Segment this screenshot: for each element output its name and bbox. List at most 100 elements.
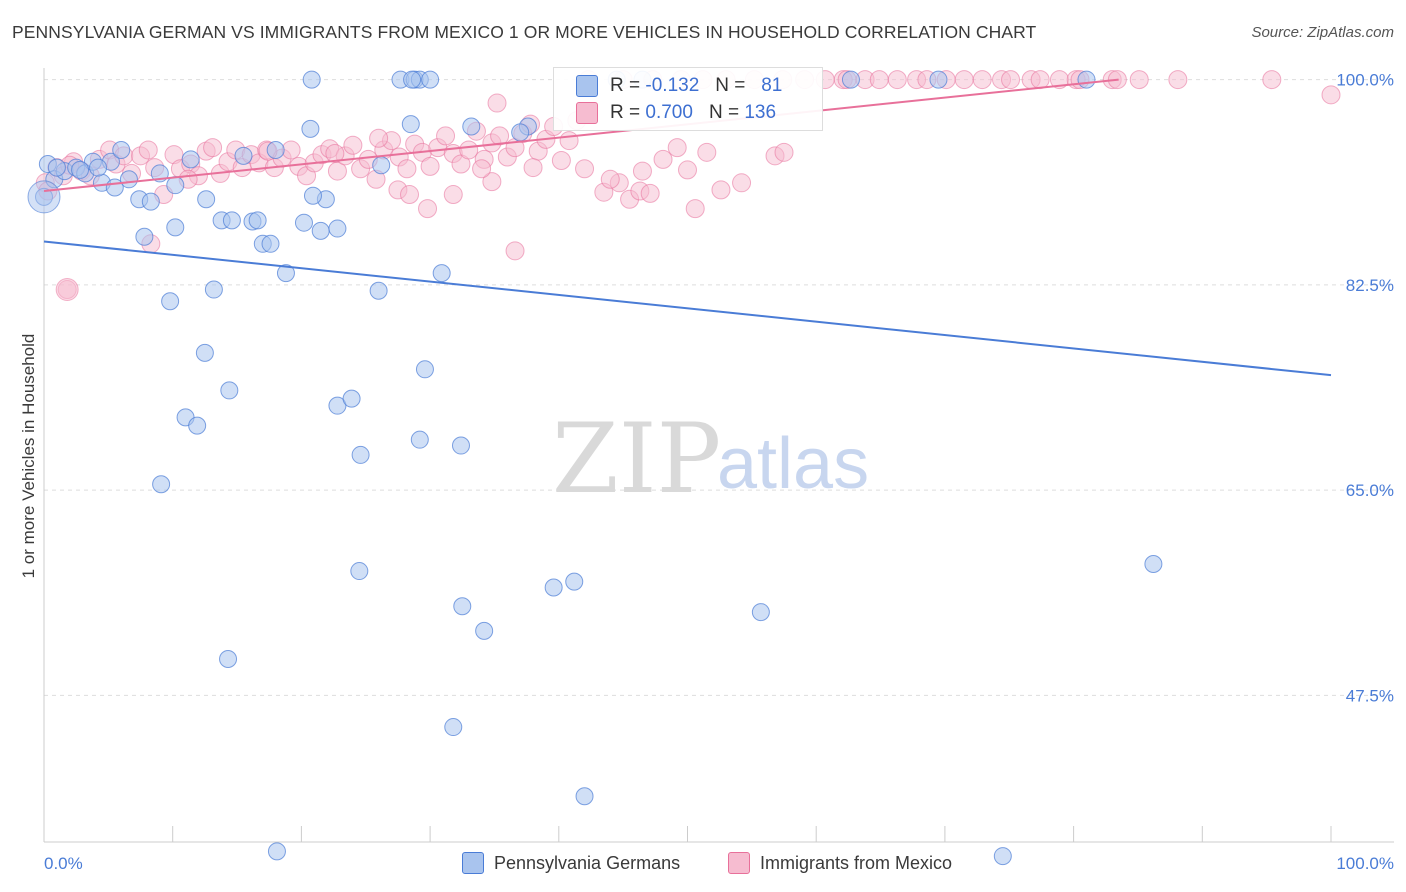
pink-r-value: 0.700 bbox=[645, 102, 693, 123]
pink-point bbox=[887, 70, 907, 90]
pink-trend-line bbox=[43, 78, 1119, 193]
blue-point bbox=[575, 787, 594, 806]
correlation-stats-box: R = -0.132 N = 81 R = 0.700 N = 136 bbox=[553, 67, 823, 131]
blue-point bbox=[1144, 555, 1163, 574]
blue-point bbox=[462, 117, 481, 136]
blue-point bbox=[841, 70, 860, 89]
pink-point bbox=[732, 173, 752, 193]
blue-point bbox=[112, 140, 131, 159]
blue-point bbox=[372, 156, 391, 175]
pink-point bbox=[600, 169, 620, 189]
pink-point bbox=[551, 151, 571, 171]
blue-point bbox=[328, 396, 347, 415]
y-tick-label-2: 82.5% bbox=[1346, 276, 1394, 295]
blue-point bbox=[161, 292, 180, 311]
blue-point bbox=[401, 115, 420, 134]
pink-point bbox=[369, 128, 389, 148]
blue-point bbox=[294, 213, 313, 232]
legend: Pennsylvania Germans Immigrants from Mex… bbox=[0, 848, 1406, 880]
blue-point bbox=[276, 264, 295, 283]
pink-point bbox=[1001, 70, 1021, 90]
legend-swatch-blue bbox=[462, 852, 484, 874]
blue-n-value: 81 bbox=[761, 75, 783, 96]
blue-point-large bbox=[27, 180, 61, 214]
blue-point bbox=[403, 70, 422, 89]
blue-point bbox=[453, 597, 472, 616]
blue-point bbox=[328, 219, 347, 238]
blue-point bbox=[71, 160, 90, 179]
blue-point bbox=[475, 621, 494, 640]
y-tick-labels: 47.5% 65.0% 82.5% 100.0% bbox=[1336, 71, 1394, 706]
pink-n-label: N = bbox=[708, 102, 740, 123]
y-axis-label: 1 or more Vehicles in Household bbox=[19, 334, 38, 579]
pink-point bbox=[138, 140, 158, 160]
blue-point bbox=[166, 218, 185, 237]
pink-point bbox=[400, 185, 420, 205]
blue-point bbox=[415, 360, 434, 379]
legend-item-blue[interactable]: Pennsylvania Germans bbox=[462, 852, 680, 874]
pink-point bbox=[697, 142, 717, 162]
blue-point bbox=[421, 70, 440, 89]
blue-n-label: N = bbox=[715, 75, 746, 96]
pink-point bbox=[678, 160, 697, 180]
pink-point bbox=[397, 159, 417, 179]
pink-point bbox=[559, 131, 579, 151]
pink-point bbox=[1129, 70, 1149, 90]
blue-point bbox=[261, 234, 280, 253]
blue-point bbox=[511, 123, 530, 142]
blue-point bbox=[248, 211, 267, 230]
blue-point bbox=[220, 381, 239, 400]
blue-point bbox=[751, 603, 770, 622]
blue-point bbox=[432, 264, 451, 283]
pink-point bbox=[482, 172, 502, 192]
pink-point bbox=[472, 159, 492, 179]
blue-point bbox=[89, 158, 108, 177]
x-tick-max: 100.0% bbox=[1336, 854, 1394, 873]
stat-row-blue: R = -0.132 N = 81 bbox=[576, 73, 782, 99]
blue-point bbox=[410, 430, 429, 449]
pink-point bbox=[869, 70, 889, 90]
pink-point bbox=[774, 142, 794, 162]
legend-label-blue: Pennsylvania Germans bbox=[494, 852, 681, 873]
blue-point bbox=[350, 562, 369, 581]
y-tick-label-0: 47.5% bbox=[1346, 686, 1394, 705]
pink-point bbox=[487, 93, 507, 113]
watermark: ZIP atlas bbox=[552, 403, 869, 515]
blue-point bbox=[222, 211, 241, 230]
blue-point bbox=[219, 650, 238, 669]
pink-n-value: 136 bbox=[744, 102, 777, 123]
pink-point bbox=[281, 140, 301, 160]
pink-point bbox=[1168, 70, 1188, 90]
blue-points bbox=[27, 70, 1163, 866]
pink-point bbox=[575, 159, 595, 179]
watermark-atlas: atlas bbox=[717, 424, 869, 504]
pink-point bbox=[325, 143, 345, 163]
blue-r-value: -0.132 bbox=[645, 75, 700, 96]
blue-point bbox=[444, 718, 463, 737]
blue-point bbox=[311, 221, 330, 240]
legend-item-pink[interactable]: Immigrants from Mexico bbox=[728, 852, 952, 874]
blue-point bbox=[451, 436, 470, 455]
pink-point bbox=[653, 149, 673, 169]
blue-point bbox=[1077, 70, 1096, 89]
y-tick-label-1: 65.0% bbox=[1346, 481, 1394, 500]
watermark-zip: ZIP bbox=[552, 403, 721, 515]
blue-point bbox=[267, 842, 286, 861]
pink-r-label: R = bbox=[610, 102, 641, 123]
blue-point bbox=[135, 227, 154, 246]
blue-point bbox=[301, 119, 320, 138]
pink-point bbox=[667, 138, 687, 158]
pink-point bbox=[1262, 70, 1282, 90]
pink-point bbox=[343, 135, 363, 155]
blue-point bbox=[195, 343, 214, 362]
blue-point bbox=[266, 140, 285, 159]
pink-point bbox=[954, 70, 974, 90]
blue-point bbox=[152, 475, 171, 494]
pink-point bbox=[523, 158, 543, 178]
blue-point bbox=[141, 192, 160, 211]
blue-swatch bbox=[576, 75, 598, 97]
blue-point bbox=[204, 280, 223, 299]
pink-swatch bbox=[576, 102, 598, 124]
pink-point bbox=[711, 180, 731, 200]
blue-point bbox=[369, 281, 388, 300]
